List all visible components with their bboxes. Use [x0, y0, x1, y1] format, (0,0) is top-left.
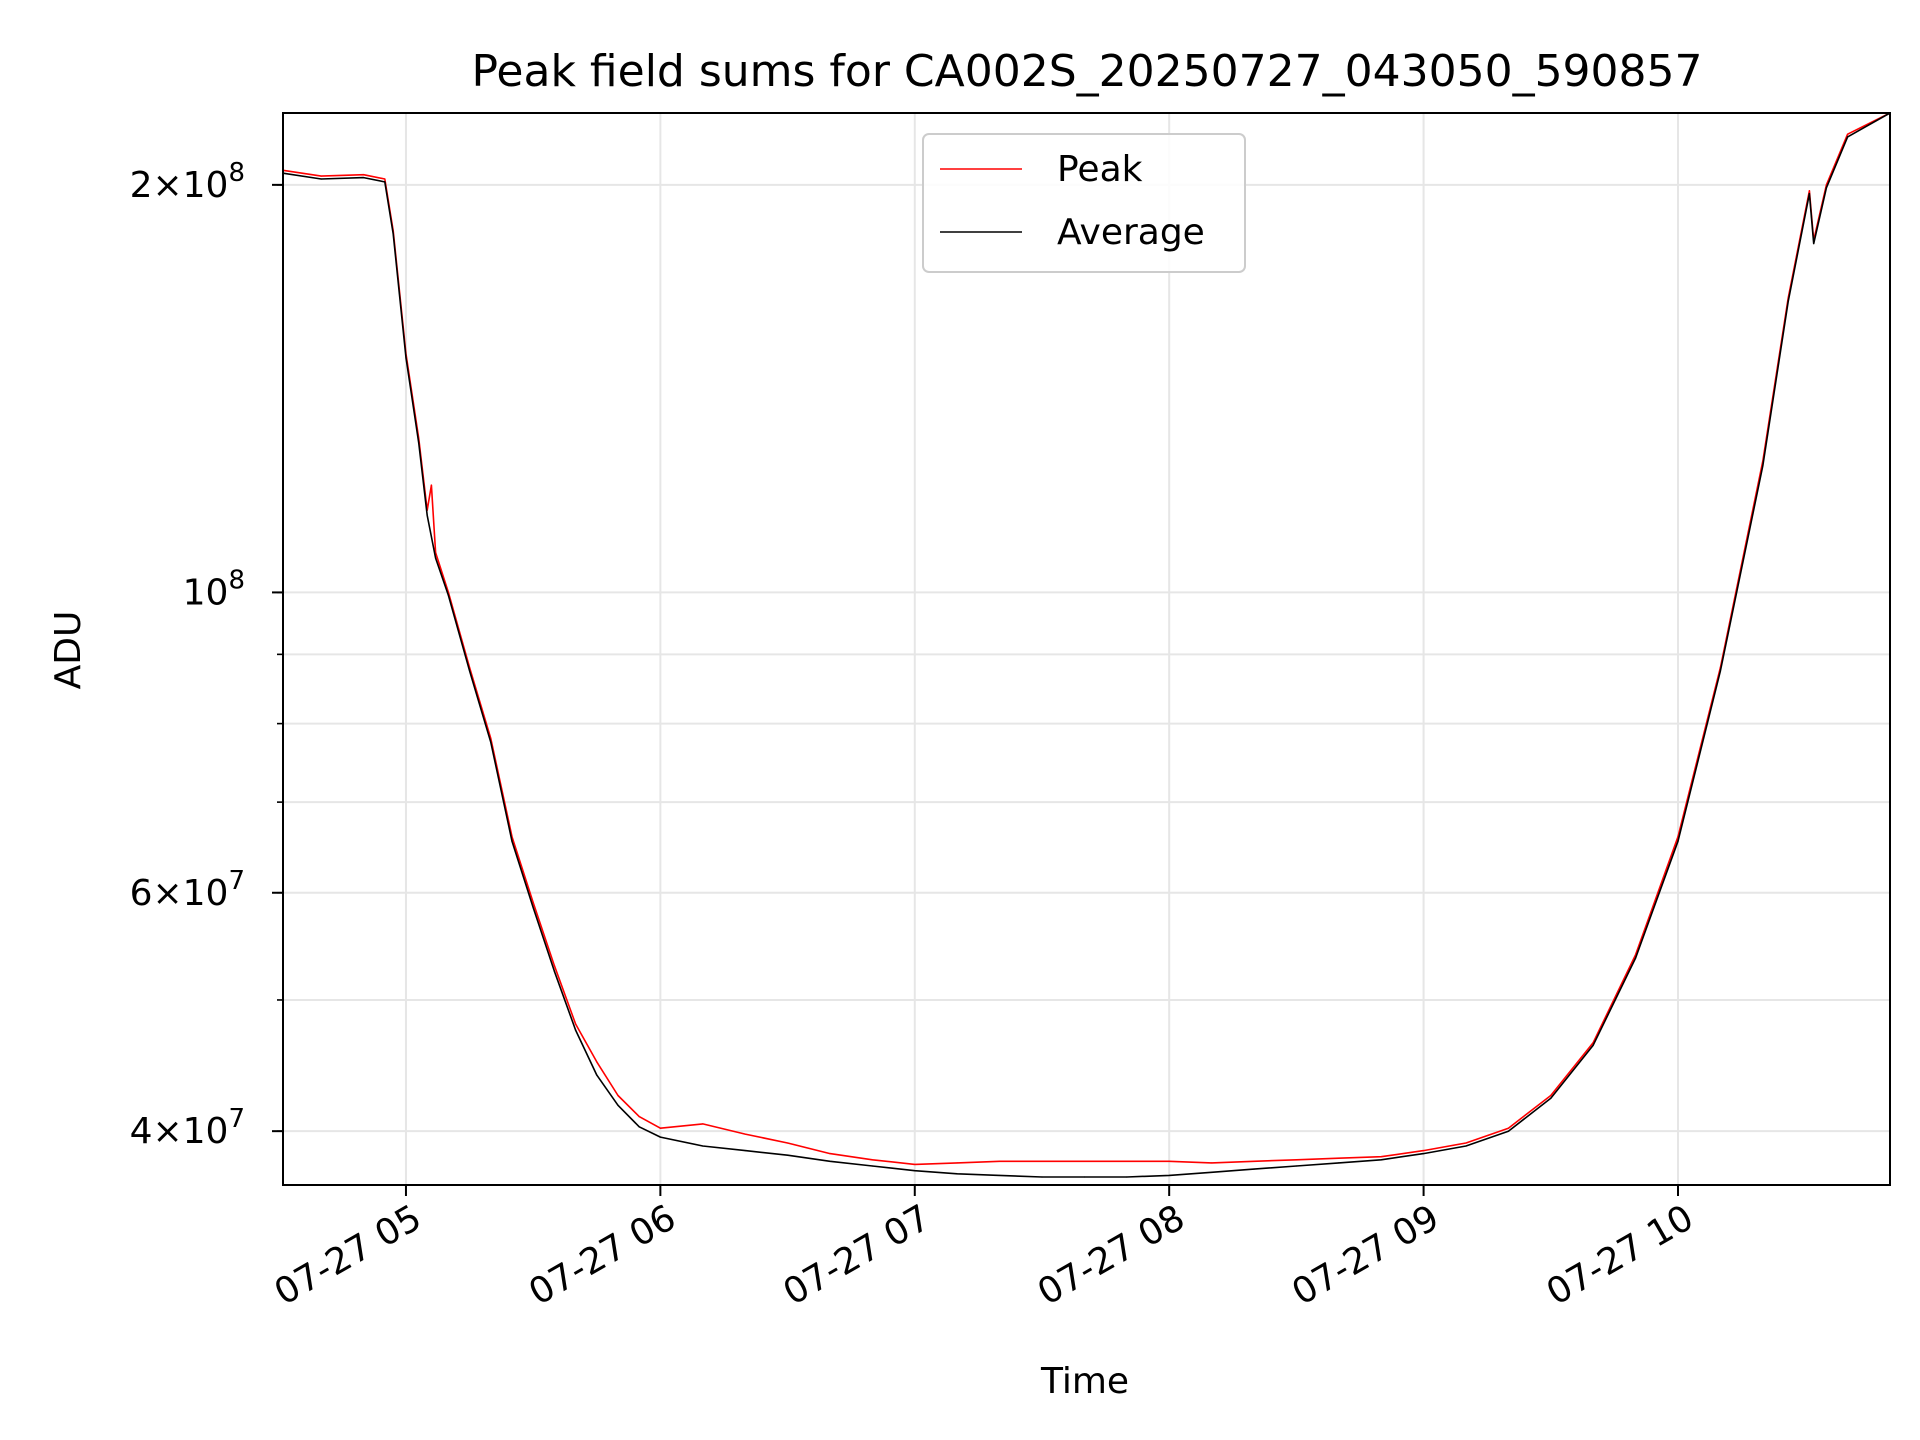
data-point-average [871, 1165, 873, 1167]
data-point-average [435, 557, 437, 559]
data-point-average [1422, 1153, 1425, 1155]
data-point-average [1846, 136, 1849, 138]
data-point-peak [1083, 1160, 1085, 1162]
data-point-average [1677, 840, 1679, 842]
legend-label-peak: Peak [1057, 149, 1143, 190]
series-line-average [282, 112, 1891, 1178]
data-point-peak [956, 1162, 958, 1164]
data-point-average [744, 1149, 746, 1152]
data-point-average [511, 840, 513, 842]
data-point-average [1210, 1171, 1213, 1173]
data-point-peak [1507, 1127, 1509, 1129]
data-point-peak [1210, 1162, 1213, 1164]
data-point-average [1592, 1044, 1594, 1046]
data-point-average [447, 594, 449, 596]
data-point-average [574, 1029, 577, 1031]
data-point-peak [744, 1133, 746, 1135]
data-point-average [1550, 1097, 1552, 1099]
data-point-peak [1126, 1160, 1128, 1162]
data-point-peak [1846, 133, 1849, 135]
data-point-peak [1168, 1160, 1170, 1162]
data-point-average [829, 1160, 831, 1162]
chart-title: Peak field sums for CA002S_20250727_0430… [471, 46, 1702, 97]
data-point-peak [574, 1023, 577, 1025]
data-point-average [553, 970, 555, 972]
data-point-peak [1808, 190, 1811, 192]
data-point-peak [1295, 1159, 1297, 1161]
data-point-peak [596, 1061, 598, 1063]
data-point-peak [1380, 1156, 1382, 1158]
data-point-peak [1041, 1160, 1043, 1162]
data-point-peak [362, 174, 365, 176]
y-tick-label: 4×107 [130, 1104, 245, 1152]
data-point-peak [1550, 1094, 1552, 1097]
data-point-peak [320, 175, 322, 177]
data-point-peak [1422, 1149, 1425, 1152]
gridlines [283, 113, 1890, 1185]
data-point-peak [702, 1123, 704, 1125]
data-point-peak [914, 1163, 916, 1166]
data-point-average [320, 178, 322, 180]
data-point-average [1083, 1176, 1085, 1178]
data-point-average [468, 670, 471, 672]
data-point-peak [1253, 1160, 1255, 1162]
data-point-average [998, 1174, 1001, 1177]
data-point-average [1762, 465, 1764, 467]
data-point-average [1787, 300, 1789, 303]
data-point-average [490, 741, 492, 743]
data-point-average [532, 907, 534, 909]
legend: Peak Average [922, 133, 1246, 273]
y-axis-label: ADU [48, 611, 89, 690]
data-point-average [405, 357, 407, 359]
data-point-peak [384, 178, 386, 180]
data-point-average [956, 1173, 958, 1175]
data-point-average [1253, 1168, 1255, 1170]
data-point-average [1719, 670, 1721, 672]
data-point-average [426, 514, 428, 516]
data-point-peak [871, 1159, 873, 1161]
data-point-average [702, 1145, 704, 1147]
data-point-average [1126, 1176, 1128, 1178]
data-point-average [638, 1126, 640, 1128]
data-point-average [1634, 957, 1637, 959]
data-point-average [1808, 193, 1811, 195]
data-point-peak [829, 1153, 831, 1155]
data-point-average [914, 1170, 916, 1172]
data-point-average [659, 1136, 661, 1138]
data-point-average [1295, 1165, 1297, 1167]
data-point-peak [1338, 1157, 1340, 1159]
data-point-peak [553, 965, 555, 967]
y-tick-label: 2×108 [130, 158, 245, 206]
series-layer [282, 112, 1891, 1178]
data-point-average [617, 1104, 619, 1106]
data-point-average [786, 1154, 789, 1156]
data-point-peak [998, 1160, 1001, 1162]
data-point-average [384, 181, 386, 183]
data-point-peak [786, 1142, 789, 1144]
data-point-average [1825, 187, 1827, 189]
data-point-average [1168, 1174, 1170, 1177]
data-point-average [1507, 1130, 1509, 1132]
data-point-average [1465, 1145, 1467, 1147]
data-point-average [418, 442, 420, 444]
data-point-peak [430, 484, 433, 486]
x-axis-label: Time [1040, 1361, 1129, 1402]
data-point-average [1041, 1176, 1043, 1178]
data-point-peak [638, 1116, 640, 1118]
data-point-average [1338, 1162, 1340, 1164]
data-point-average [1813, 242, 1815, 245]
legend-label-average: Average [1057, 212, 1205, 253]
plot-frame [282, 112, 1891, 1186]
data-point-peak [617, 1094, 619, 1097]
y-tick-label: 6×107 [130, 866, 245, 914]
data-point-average [362, 176, 365, 179]
data-point-average [1380, 1159, 1382, 1161]
data-point-average [392, 233, 394, 235]
data-point-peak [532, 902, 534, 904]
data-point-peak [659, 1127, 661, 1129]
data-point-peak [1465, 1142, 1467, 1144]
data-point-average [596, 1074, 598, 1076]
